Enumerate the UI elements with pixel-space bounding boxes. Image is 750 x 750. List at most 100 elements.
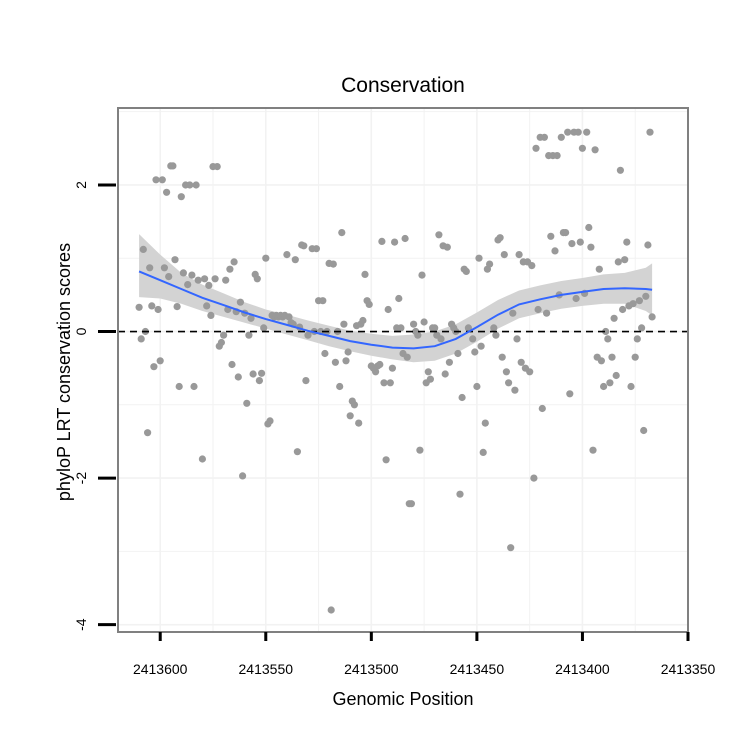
- data-point: [633, 335, 641, 343]
- data-point: [171, 256, 179, 264]
- data-point: [321, 349, 329, 358]
- data-point: [410, 320, 418, 328]
- data-point: [418, 271, 426, 279]
- data-point: [220, 331, 228, 339]
- data-point: [291, 256, 299, 264]
- data-point: [604, 335, 612, 343]
- data-point: [583, 128, 591, 136]
- data-point: [572, 294, 580, 303]
- data-point: [464, 324, 472, 332]
- data-point: [543, 309, 551, 317]
- data-point: [152, 176, 160, 184]
- data-point: [340, 320, 348, 328]
- data-point: [509, 309, 517, 317]
- data-point: [638, 324, 646, 332]
- data-point: [532, 144, 540, 152]
- data-point: [249, 370, 257, 378]
- data-point: [403, 353, 411, 361]
- data-point: [304, 331, 312, 339]
- data-point: [302, 377, 310, 385]
- data-point: [293, 448, 301, 456]
- data-point: [587, 243, 595, 251]
- data-point: [144, 429, 152, 437]
- data-point: [595, 265, 603, 273]
- data-point: [500, 251, 508, 259]
- data-point: [137, 335, 145, 343]
- data-point: [426, 375, 434, 383]
- data-point: [481, 419, 489, 427]
- data-point: [498, 353, 506, 361]
- data-point: [384, 305, 392, 314]
- data-point: [255, 377, 263, 385]
- data-point: [245, 331, 253, 339]
- data-point: [253, 275, 261, 283]
- data-point: [475, 254, 483, 262]
- data-point: [331, 358, 339, 366]
- data-point: [578, 144, 587, 152]
- data-point: [266, 417, 274, 425]
- data-point: [386, 379, 394, 387]
- x-tick-label: 2413450: [450, 661, 505, 677]
- data-point: [175, 382, 183, 391]
- data-point: [407, 500, 415, 508]
- data-point: [207, 311, 215, 319]
- data-point: [502, 368, 510, 376]
- data-point: [513, 335, 521, 343]
- data-point: [329, 260, 337, 268]
- data-point: [608, 353, 616, 361]
- data-point: [648, 313, 656, 321]
- data-point: [239, 472, 247, 480]
- data-point: [186, 181, 194, 189]
- data-point: [173, 303, 181, 311]
- data-point: [228, 360, 236, 369]
- data-point: [445, 358, 453, 366]
- data-point: [597, 357, 606, 365]
- data-point: [344, 348, 352, 356]
- data-point: [458, 393, 466, 402]
- data-point: [158, 176, 166, 184]
- data-point: [346, 412, 354, 420]
- x-tick-label: 2413550: [239, 661, 294, 677]
- data-point: [382, 456, 390, 464]
- data-point: [528, 262, 536, 270]
- data-point: [391, 238, 399, 246]
- data-point: [414, 331, 422, 339]
- data-point: [336, 382, 344, 391]
- data-point: [610, 314, 618, 322]
- data-point: [557, 133, 565, 141]
- data-point: [179, 269, 187, 277]
- data-point: [456, 490, 464, 498]
- data-point: [635, 297, 644, 305]
- x-tick-label: 2413400: [555, 661, 610, 677]
- data-point: [547, 232, 555, 240]
- data-point: [395, 294, 403, 303]
- data-point: [574, 128, 582, 136]
- data-point: [629, 300, 637, 308]
- data-point: [496, 234, 504, 242]
- data-point: [612, 371, 620, 380]
- data-point: [247, 314, 255, 322]
- data-point: [342, 357, 350, 365]
- data-point: [365, 300, 373, 308]
- data-point: [589, 446, 597, 454]
- data-point: [477, 342, 485, 350]
- data-point: [169, 162, 177, 170]
- data-point: [551, 247, 559, 255]
- data-point: [234, 373, 242, 381]
- data-point: [380, 379, 388, 387]
- data-point: [492, 331, 500, 339]
- data-point: [642, 292, 650, 300]
- data-point: [211, 275, 219, 283]
- data-point: [285, 313, 293, 321]
- data-point: [192, 181, 200, 189]
- y-tick-label: -4: [73, 618, 89, 631]
- smooth-trend-line: [138, 270, 653, 350]
- data-point: [230, 258, 238, 266]
- data-point: [562, 229, 570, 237]
- data-point: [511, 386, 519, 394]
- data-point: [327, 606, 335, 614]
- data-point: [437, 335, 445, 343]
- data-point: [378, 237, 386, 245]
- data-point: [591, 146, 599, 154]
